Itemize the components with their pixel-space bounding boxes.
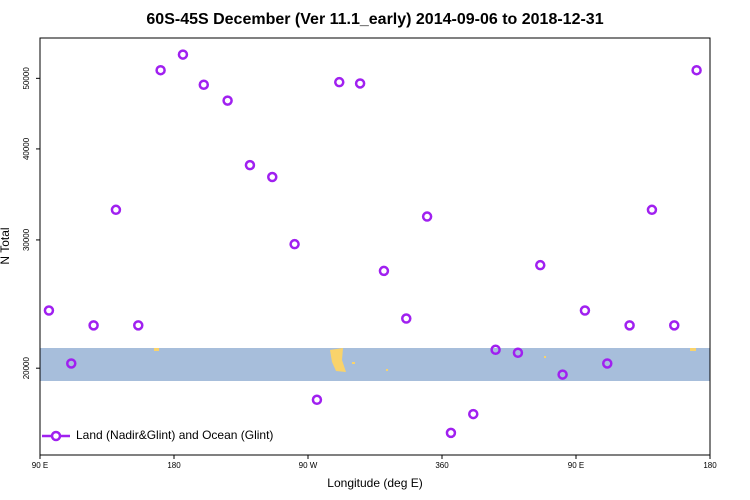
land (386, 369, 388, 371)
x-tick-label: 180 (703, 461, 717, 470)
point (222, 95, 233, 106)
point (354, 78, 366, 89)
point (88, 320, 99, 331)
point (198, 79, 210, 90)
point (66, 358, 77, 369)
point (691, 64, 702, 76)
land (154, 348, 159, 351)
point (133, 320, 144, 331)
x-tick-label: 90 W (299, 461, 318, 470)
point (334, 76, 345, 88)
point (289, 238, 300, 250)
x-tick-label: 90 E (568, 461, 584, 470)
y-axis-label: N Total (0, 227, 12, 264)
y-tick-label: 20000 (22, 357, 31, 380)
land (352, 362, 355, 364)
point (445, 427, 457, 439)
point (468, 408, 479, 420)
point (244, 159, 256, 171)
y-tick-label: 40000 (22, 137, 31, 160)
point (110, 204, 122, 216)
map-strip (40, 348, 710, 381)
point (646, 204, 658, 216)
point (535, 259, 546, 271)
land (544, 356, 546, 358)
point (512, 347, 524, 359)
land (330, 348, 346, 372)
land (690, 348, 696, 351)
point (378, 265, 390, 277)
chart-title: 60S-45S December (Ver 11.1_early) 2014-0… (146, 11, 603, 28)
point (401, 313, 412, 324)
point (177, 49, 189, 60)
x-tick-label: 360 (435, 461, 449, 470)
point (557, 369, 568, 380)
x-axis-label: Longitude (deg E) (327, 476, 422, 490)
point (602, 358, 613, 369)
point (669, 320, 680, 331)
x-tick-label: 90 E (32, 461, 48, 470)
x-tick-label: 180 (167, 461, 181, 470)
y-tick-label: 50000 (22, 67, 31, 90)
point (490, 344, 501, 356)
legend-marker (50, 430, 62, 442)
point (267, 171, 278, 183)
ocean-band (40, 348, 710, 381)
point (421, 211, 433, 222)
point (155, 64, 166, 76)
point (311, 394, 323, 406)
point (579, 305, 591, 316)
legend-label: Land (Nadir&Glint) and Ocean (Glint) (76, 428, 273, 442)
plot-frame (39, 37, 711, 456)
y-tick-label: 30000 (22, 228, 31, 251)
point (624, 320, 635, 331)
point (43, 305, 55, 316)
